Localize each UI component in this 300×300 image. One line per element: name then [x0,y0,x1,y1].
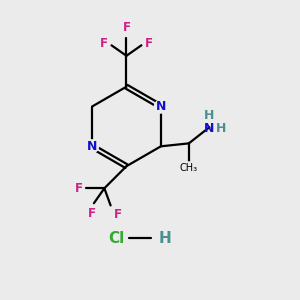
Text: N: N [156,100,166,113]
Text: H: H [159,231,172,246]
Text: F: F [75,182,83,195]
Text: F: F [122,21,130,34]
Circle shape [85,140,98,153]
Text: N: N [204,122,214,135]
Text: CH₃: CH₃ [180,164,198,173]
Text: F: F [88,207,95,220]
Text: F: F [145,37,153,50]
Text: F: F [100,37,108,50]
Text: H: H [216,122,226,135]
Circle shape [154,100,167,113]
Text: Cl: Cl [109,231,125,246]
Circle shape [182,162,195,175]
Text: F: F [113,208,122,221]
Text: H: H [204,109,214,122]
Text: N: N [87,140,97,153]
